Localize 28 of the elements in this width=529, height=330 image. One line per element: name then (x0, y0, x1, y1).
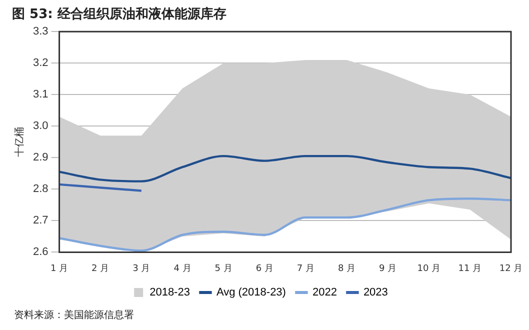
y-tick-label: 3.0 (32, 120, 48, 132)
line-series (58, 154, 512, 182)
x-tick-label: 8 月 (338, 264, 356, 274)
x-tick-label: 7 月 (296, 264, 314, 274)
legend-label: 2022 (312, 286, 337, 299)
y-tick-label: 2.7 (32, 214, 48, 227)
legend-label: 2023 (363, 286, 388, 299)
x-tick-label: 6 月 (256, 264, 274, 274)
x-tick-label: 12 月 (499, 264, 523, 274)
y-axis-title: 十亿桶 (14, 126, 26, 157)
y-tick-label: 3.2 (32, 57, 48, 70)
x-tick-label: 4 月 (174, 264, 192, 274)
chart-title: 图 53: 经合组织原油和液体能源库存 (12, 6, 226, 23)
x-tick-label: 3 月 (132, 264, 150, 274)
legend-label: Avg (2018-23) (216, 286, 286, 299)
y-tick-label: 2.6 (32, 246, 48, 258)
legend-label: 2018-23 (150, 286, 190, 299)
y-tick-label: 3.3 (32, 26, 48, 38)
y-tick-label: 3.1 (32, 88, 48, 101)
x-tick-label: 2 月 (92, 264, 110, 274)
x-tick-label: 11 月 (458, 264, 482, 274)
y-tick-label: 2.9 (32, 152, 48, 164)
x-tick-label: 9 月 (379, 264, 397, 274)
x-tick-label: 1 月 (50, 264, 68, 274)
x-tick-label: 5 月 (214, 264, 232, 274)
text: 资料来源：美国能源信息署 (14, 308, 134, 322)
x-tick-label: 10 月 (417, 264, 441, 274)
y-tick-label: 2.8 (32, 183, 48, 196)
